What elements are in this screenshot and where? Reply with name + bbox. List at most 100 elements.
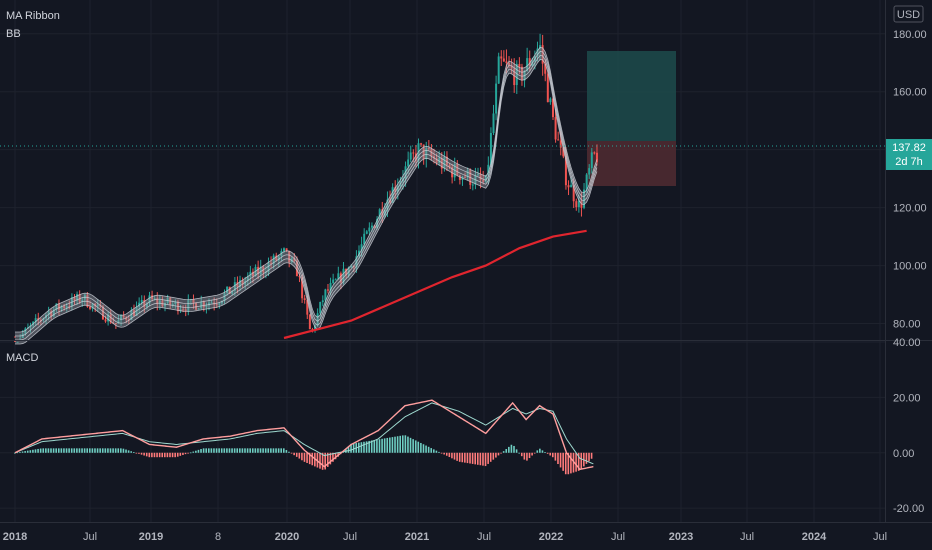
- histogram-bar: [132, 452, 135, 453]
- candle-body: [420, 143, 423, 145]
- candle-body: [156, 298, 159, 305]
- time-tick-label: 2023: [669, 531, 693, 543]
- candle-body: [50, 311, 53, 317]
- histogram-bar: [262, 448, 264, 453]
- candle-body: [564, 156, 567, 186]
- histogram-bar: [140, 452, 143, 455]
- histogram-bar: [404, 435, 407, 453]
- histogram-bar: [440, 452, 443, 454]
- histogram-bar: [301, 452, 303, 461]
- histogram-bar: [308, 452, 311, 465]
- histogram-bar: [365, 441, 368, 453]
- currency-badge[interactable]: [893, 5, 924, 23]
- histogram-bar: [107, 448, 109, 453]
- histogram-bar: [215, 448, 218, 453]
- histogram-bar: [433, 449, 435, 453]
- time-tick-label: Jul: [740, 531, 754, 543]
- candle-body: [275, 255, 278, 261]
- histogram-bar: [156, 452, 158, 458]
- candle-body: [293, 258, 296, 261]
- candle-body: [407, 159, 410, 167]
- histogram-bar: [577, 452, 580, 471]
- macd-tick-label: 20.00: [893, 392, 921, 404]
- histogram-bar: [386, 437, 389, 453]
- histogram-bar: [539, 448, 541, 453]
- histogram-bar: [515, 449, 518, 453]
- histogram-bar: [533, 452, 536, 454]
- candle-body: [143, 300, 146, 308]
- histogram-bar: [81, 448, 83, 453]
- histogram-bar: [564, 452, 567, 475]
- candle-body: [352, 265, 355, 268]
- price-tick-label: 180.00: [893, 29, 927, 41]
- candle-body: [73, 297, 76, 301]
- candle-body: [562, 147, 565, 157]
- price-tick-label: 120.00: [893, 203, 927, 215]
- candle-body: [427, 148, 430, 150]
- candle-body: [295, 260, 298, 277]
- legend-ma-ribbon[interactable]: MA Ribbon: [6, 10, 60, 22]
- histogram-bar: [528, 452, 531, 459]
- candle-body: [249, 271, 252, 277]
- candle-body: [381, 209, 384, 216]
- candle-body: [231, 290, 234, 294]
- candle-body: [577, 200, 580, 208]
- histogram-bar: [321, 452, 324, 470]
- histogram-bar: [275, 448, 277, 453]
- candle-body: [140, 300, 143, 303]
- legend-bb[interactable]: BB: [6, 28, 21, 40]
- candle-body: [63, 306, 66, 308]
- candle-body: [339, 273, 342, 283]
- candle-body: [215, 304, 218, 306]
- histogram-bar: [101, 448, 104, 453]
- candle-body: [101, 306, 104, 320]
- histogram-bar: [456, 452, 458, 461]
- histogram-bar: [164, 452, 166, 458]
- ma200-line: [283, 229, 587, 340]
- target-zone[interactable]: [587, 51, 676, 141]
- histogram-bar: [277, 448, 280, 453]
- time-axis[interactable]: 2018 Jul 2019 8 2020 Jul 2021 Jul 2022 Jul 2023 Jul…: [3, 531, 887, 543]
- histogram-bar: [127, 450, 130, 453]
- legend-macd[interactable]: MACD: [6, 352, 38, 364]
- histogram-bar: [531, 452, 533, 456]
- candle-body: [130, 310, 133, 320]
- histogram-bar: [342, 451, 345, 453]
- price-pane[interactable]: [0, 33, 885, 345]
- histogram-bar: [295, 452, 298, 457]
- candle-body: [368, 227, 371, 232]
- candle-body: [233, 282, 236, 291]
- candle-body: [409, 152, 412, 160]
- histogram-bar: [469, 452, 471, 464]
- histogram-bar: [420, 442, 422, 453]
- histogram-bar: [189, 452, 192, 454]
- histogram-bar: [559, 452, 562, 468]
- histogram-bar: [143, 452, 145, 456]
- candle-body: [283, 248, 285, 251]
- candle-body: [14, 340, 16, 342]
- candle-body: [334, 279, 337, 281]
- ribbon-line: [15, 59, 598, 345]
- candle-body: [47, 311, 50, 316]
- candle-body: [443, 156, 446, 169]
- candle-body: [476, 174, 479, 176]
- candle-body: [414, 153, 417, 161]
- histogram-bar: [99, 448, 101, 453]
- candle-body: [228, 286, 231, 294]
- histogram-bar: [151, 452, 153, 458]
- histogram-bar: [176, 452, 179, 457]
- stop-zone[interactable]: [587, 141, 676, 186]
- histogram-bar: [200, 449, 202, 453]
- candle-body: [495, 83, 498, 114]
- macd-pane[interactable]: [14, 399, 594, 475]
- candle-body: [16, 341, 19, 343]
- candle-body: [471, 184, 474, 186]
- candle-body: [272, 255, 275, 264]
- macd-axis[interactable]: 40.00 20.00 0.00 -20.00: [893, 337, 924, 515]
- histogram-bar: [497, 452, 500, 456]
- histogram-bar: [412, 439, 414, 453]
- histogram-bar: [288, 451, 290, 453]
- candle-body: [117, 320, 120, 324]
- histogram-bar: [445, 452, 448, 456]
